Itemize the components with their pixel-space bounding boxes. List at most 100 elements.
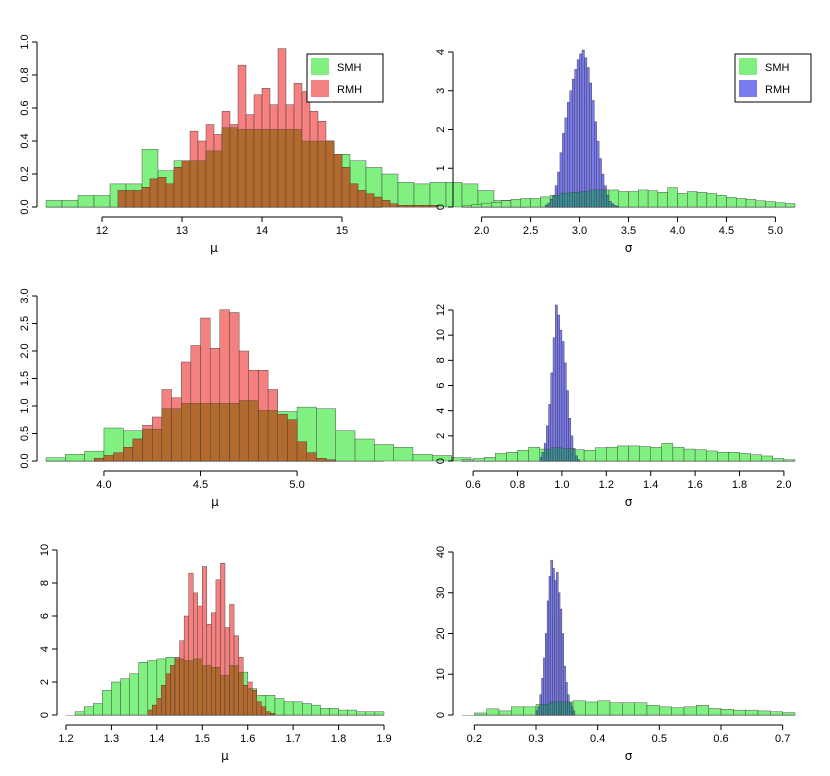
smh-bar bbox=[451, 457, 472, 462]
smh-bar bbox=[506, 451, 518, 462]
overlap-bar bbox=[566, 448, 569, 462]
y-tick-label: 0 bbox=[435, 204, 447, 210]
legend-label-rmh: RMH bbox=[337, 84, 362, 96]
x-tick-label: 1.0 bbox=[554, 479, 569, 491]
overlap-bar bbox=[567, 192, 570, 208]
smh-bar bbox=[511, 706, 524, 716]
smh-bar bbox=[74, 711, 85, 716]
y-tick-label: 20 bbox=[435, 627, 447, 639]
y-tick-label: 12 bbox=[435, 304, 447, 316]
overlap-bar bbox=[149, 178, 159, 208]
overlap-bar bbox=[557, 195, 561, 208]
smh-bar bbox=[429, 182, 447, 208]
smh-bar bbox=[486, 708, 500, 716]
smh-bar bbox=[356, 711, 367, 716]
overlap-bar bbox=[267, 410, 278, 462]
overlap-bar bbox=[562, 192, 565, 208]
overlap-bar bbox=[142, 428, 153, 462]
overlap-bar bbox=[569, 702, 572, 716]
overlap-bar bbox=[579, 191, 583, 208]
x-tick-label: 3.5 bbox=[621, 225, 636, 237]
overlap-bar bbox=[229, 665, 235, 716]
smh-bar bbox=[716, 195, 727, 208]
overlap-bar bbox=[258, 410, 269, 462]
x-tick-label: 12 bbox=[96, 225, 108, 237]
rmh-bar bbox=[550, 559, 553, 716]
y-tick-label: 8 bbox=[435, 357, 447, 363]
overlap-bar bbox=[594, 189, 597, 208]
overlap-bar bbox=[550, 701, 553, 716]
smh-bar bbox=[683, 706, 697, 716]
overlap-bar bbox=[211, 667, 217, 716]
overlap-bar bbox=[545, 704, 548, 716]
overlap-bar bbox=[248, 400, 259, 462]
x-tick-label: 1.7 bbox=[285, 733, 300, 745]
smh-bar bbox=[757, 710, 771, 716]
smh-bar bbox=[316, 408, 336, 462]
y-tick-label: 1.5 bbox=[19, 371, 31, 386]
smh-bar bbox=[347, 709, 357, 716]
overlap-bar bbox=[117, 190, 127, 208]
smh-bar bbox=[45, 200, 63, 208]
overlap-bar bbox=[541, 452, 545, 462]
y-tick-label: 0.0 bbox=[19, 199, 31, 214]
x-tick-label: 1.8 bbox=[331, 733, 346, 745]
chart-panel-3: 4.0 4.5 5.0 μ 0.0 0.5 1.0 1.5 2.0 2.5 3.0 bbox=[19, 288, 472, 509]
overlap-bar bbox=[252, 690, 257, 716]
legend-swatch-smh bbox=[311, 58, 329, 75]
overlap-bar bbox=[170, 665, 176, 716]
overlap-bar bbox=[616, 206, 619, 208]
overlap-bar bbox=[325, 459, 336, 462]
legend-swatch-rmh bbox=[311, 80, 329, 97]
overlap-bar bbox=[179, 658, 185, 716]
overlap-bar bbox=[245, 129, 255, 208]
y-tick-label: 4 bbox=[435, 49, 447, 55]
overlap-bar bbox=[554, 195, 558, 208]
overlap-bar bbox=[572, 710, 576, 716]
overlap-bar bbox=[546, 704, 550, 716]
overlap-bar bbox=[613, 205, 617, 208]
smh-bar bbox=[461, 205, 472, 208]
overlap-bar bbox=[611, 203, 614, 208]
overlap-bar bbox=[539, 457, 543, 462]
overlap-bar bbox=[591, 189, 595, 208]
overlap-bar bbox=[570, 448, 574, 462]
smh-bar bbox=[445, 182, 463, 208]
x-tick-label: 2.0 bbox=[776, 479, 791, 491]
overlap-bar bbox=[543, 704, 546, 716]
overlap-bar bbox=[554, 701, 557, 716]
overlap-bar bbox=[564, 192, 568, 208]
smh-bar bbox=[647, 190, 659, 208]
overlap-bar bbox=[561, 448, 565, 462]
x-axis-title: σ bbox=[625, 241, 633, 255]
overlap-bar bbox=[552, 701, 555, 716]
overlap-bar bbox=[190, 403, 201, 462]
smh-bar bbox=[461, 459, 474, 462]
smh-bar bbox=[739, 453, 751, 462]
y-tick-label: 0.8 bbox=[19, 67, 31, 82]
x-tick-label: 14 bbox=[256, 225, 268, 237]
rmh-bar bbox=[548, 576, 552, 716]
smh-bar bbox=[461, 183, 479, 208]
smh-bar bbox=[755, 200, 766, 208]
overlap-bar bbox=[161, 685, 167, 716]
x-tick-label: 1.8 bbox=[732, 479, 747, 491]
overlap-bar bbox=[325, 140, 335, 208]
overlap-bar bbox=[174, 658, 180, 716]
smh-bar bbox=[775, 202, 786, 208]
overlap-bar bbox=[581, 191, 585, 208]
y-tick-label: 2.5 bbox=[19, 316, 31, 331]
y-tick-label: 0.4 bbox=[19, 133, 31, 148]
x-tick-label: 1.4 bbox=[149, 733, 164, 745]
y-tick-label: 10 bbox=[435, 668, 447, 680]
smh-bar bbox=[495, 453, 507, 462]
smh-bar bbox=[595, 447, 607, 462]
smh-bar bbox=[83, 706, 94, 716]
x-axis-title: σ bbox=[625, 749, 633, 763]
x-tick-label: 15 bbox=[336, 225, 348, 237]
overlap-bar bbox=[181, 403, 192, 462]
smh-bar bbox=[770, 711, 783, 716]
overlap-bar bbox=[559, 447, 563, 462]
y-tick-label: 4 bbox=[435, 408, 447, 414]
